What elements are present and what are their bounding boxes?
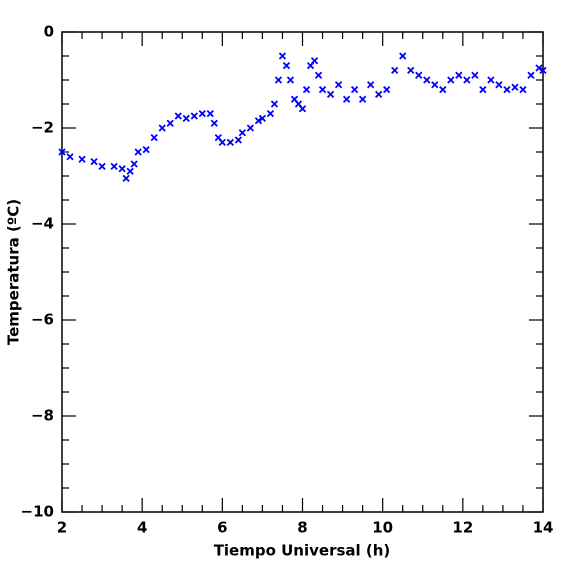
data-point — [367, 81, 375, 89]
data-point — [258, 114, 267, 123]
data-point — [110, 162, 118, 171]
data-point — [182, 114, 190, 123]
data-point — [282, 61, 291, 70]
data-point — [350, 85, 359, 94]
data-point — [318, 85, 327, 94]
data-point — [479, 85, 487, 94]
data-point — [270, 100, 279, 108]
data-point — [455, 71, 463, 79]
data-point — [218, 138, 226, 147]
data-point — [246, 124, 255, 132]
data-point — [383, 85, 391, 94]
x-tick-label: 10 — [372, 519, 393, 537]
data-point — [286, 76, 295, 84]
data-point — [118, 165, 126, 173]
x-tick-label: 6 — [217, 519, 227, 537]
data-point — [314, 71, 323, 79]
data-point — [431, 81, 439, 89]
y-tick-label: −8 — [31, 407, 54, 425]
data-point — [423, 76, 431, 84]
data-point — [206, 109, 214, 118]
y-tick-label: −6 — [31, 311, 54, 329]
x-tick-label: 4 — [137, 519, 147, 537]
data-point — [463, 76, 471, 84]
data-point — [130, 160, 138, 168]
data-point — [126, 167, 134, 175]
data-point — [471, 71, 479, 79]
data-point — [66, 153, 74, 161]
data-point — [447, 76, 455, 84]
data-point — [198, 109, 206, 118]
x-tick-label: 14 — [533, 519, 554, 537]
data-point — [254, 117, 263, 125]
data-point — [342, 95, 351, 103]
data-point — [407, 66, 415, 75]
data-point — [399, 52, 407, 60]
data-point — [266, 109, 275, 118]
data-point — [298, 105, 307, 113]
x-axis-label: Tiempo Universal (h) — [214, 542, 391, 560]
data-point — [539, 66, 547, 75]
data-point — [90, 157, 98, 166]
y-axis-label: Temperatura (ºC) — [5, 199, 23, 345]
x-tick-label: 12 — [452, 519, 473, 537]
data-point — [174, 112, 182, 120]
data-point — [503, 85, 511, 94]
data-point — [166, 119, 174, 127]
data-point — [415, 71, 423, 79]
data-point — [391, 66, 399, 75]
data-point — [487, 76, 495, 84]
data-point — [78, 155, 86, 163]
data-point — [274, 76, 283, 84]
data-point — [375, 90, 383, 99]
y-tick-label: −2 — [31, 119, 54, 137]
data-point — [495, 81, 503, 89]
data-point — [310, 57, 319, 65]
data-point — [122, 174, 130, 183]
data-point — [334, 81, 343, 89]
y-tick-label: −10 — [21, 503, 54, 521]
data-point — [527, 71, 535, 79]
data-point — [226, 138, 234, 147]
data-point — [142, 145, 150, 154]
y-tick-label: 0 — [44, 23, 54, 41]
data-point — [358, 95, 367, 103]
data-point — [535, 64, 543, 72]
data-point — [326, 90, 335, 99]
data-point — [190, 112, 198, 120]
data-point — [278, 52, 287, 60]
plot-frame — [61, 31, 544, 513]
data-point — [511, 83, 519, 91]
data-point — [134, 148, 142, 156]
x-tick-label: 8 — [297, 519, 307, 537]
data-point — [58, 148, 66, 156]
data-point — [439, 85, 447, 94]
data-point — [519, 85, 527, 94]
data-point — [234, 136, 243, 144]
x-tick-label: 2 — [57, 519, 67, 537]
data-point — [302, 85, 311, 94]
y-tick-label: −4 — [31, 215, 54, 233]
data-point — [210, 119, 218, 127]
data-point — [158, 124, 166, 132]
data-point — [150, 133, 158, 142]
data-point — [98, 162, 106, 171]
data-point — [238, 129, 247, 137]
